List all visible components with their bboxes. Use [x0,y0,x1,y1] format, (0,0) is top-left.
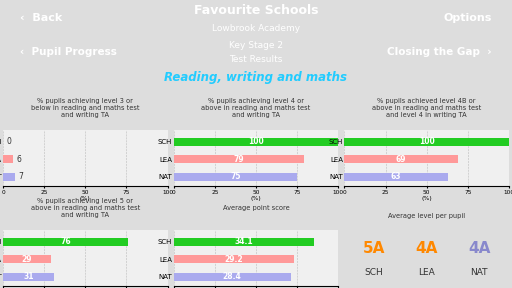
Text: Options: Options [443,13,492,23]
Text: Reading, writing and maths: Reading, writing and maths [164,71,348,84]
Text: 0: 0 [6,137,11,146]
Text: 100: 100 [248,137,264,146]
Text: 7: 7 [18,172,23,181]
Text: 29: 29 [22,255,32,264]
Text: ‹  Back: ‹ Back [20,13,63,23]
Bar [3,238,128,246]
Text: 75: 75 [230,172,241,181]
Text: 31: 31 [24,272,34,281]
Text: 29.2: 29.2 [224,255,243,264]
Text: Average point score: Average point score [223,205,289,211]
Bar [3,155,13,163]
Bar [345,155,458,163]
Text: 63: 63 [391,172,401,181]
X-axis label: (%): (%) [421,196,432,201]
Bar [174,173,297,181]
Text: % pupils achieved level 4B or
above in reading and maths test
and level 4 in wri: % pupils achieved level 4B or above in r… [372,98,481,118]
Text: 28.4: 28.4 [223,272,242,281]
Bar [174,138,338,146]
Text: Key Stage 2: Key Stage 2 [229,41,283,50]
Bar [3,273,54,281]
Bar [3,173,14,181]
Text: Average level per pupil: Average level per pupil [388,213,465,219]
Text: SCH: SCH [365,268,383,278]
Text: Favourite Schools: Favourite Schools [194,4,318,17]
Bar [174,238,314,246]
Text: LEA: LEA [418,268,435,278]
X-axis label: (%): (%) [251,196,261,201]
Text: % pupils achieving level 5 or
above in reading and maths test
and writing TA: % pupils achieving level 5 or above in r… [31,198,140,218]
Bar [345,138,509,146]
X-axis label: (%): (%) [80,196,91,201]
Text: NAT: NAT [471,268,488,278]
Text: Closing the Gap  ›: Closing the Gap › [387,47,492,57]
Text: 6: 6 [16,155,21,164]
Text: Lowbrook Academy: Lowbrook Academy [212,24,300,33]
Text: % pupils achieving level 3 or
below in reading and maths test
and writing TA: % pupils achieving level 3 or below in r… [31,98,140,118]
Bar [174,155,304,163]
Text: 4A: 4A [415,240,438,255]
Bar [345,173,448,181]
Bar [174,273,290,281]
Text: 76: 76 [60,237,71,246]
Text: 100: 100 [419,137,435,146]
Text: 4A: 4A [468,240,490,255]
Text: % pupils achieving level 4 or
above in reading and maths test
and writing TA: % pupils achieving level 4 or above in r… [201,98,311,118]
Text: 5A: 5A [363,240,385,255]
Text: 79: 79 [233,155,244,164]
Text: ‹  Pupil Progress: ‹ Pupil Progress [20,47,117,57]
Bar [3,255,51,263]
Text: 34.1: 34.1 [234,237,253,246]
Text: Test Results: Test Results [229,54,283,63]
Bar [174,255,294,263]
Text: 69: 69 [396,155,407,164]
